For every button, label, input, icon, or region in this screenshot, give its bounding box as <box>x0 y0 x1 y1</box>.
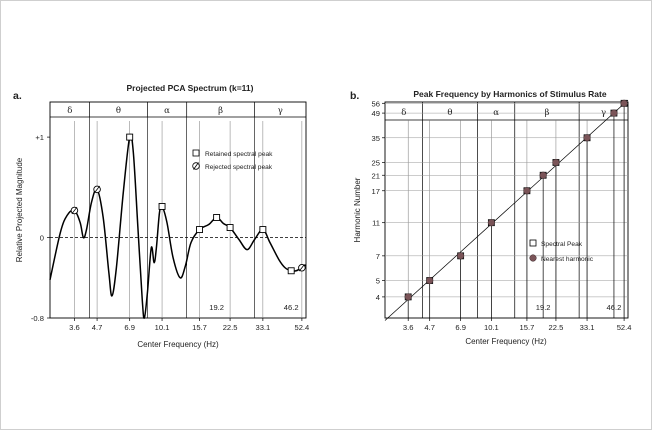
x-tick-label: 15.7 <box>520 323 535 332</box>
annotation-label: 19.2 <box>536 303 551 312</box>
annotation-label: 46.2 <box>284 303 299 312</box>
band-label: θ <box>116 106 121 116</box>
y-tick-label: 25 <box>372 158 380 167</box>
panel-b: b. Peak Frequency by Harmonics of Stimul… <box>350 89 631 346</box>
band-label: β <box>544 108 549 118</box>
x-tick-label: 52.4 <box>617 323 632 332</box>
annotation-label: 19.2 <box>209 303 224 312</box>
band-label: α <box>164 106 170 116</box>
x-tick-label: 6.9 <box>124 323 135 332</box>
legend-retained-marker <box>192 149 200 157</box>
panel-a-peak-markers <box>70 133 306 275</box>
legend-nearest-harmonic-marker <box>529 254 537 262</box>
retained-peak-marker <box>287 267 295 275</box>
x-tick-label: 52.4 <box>294 323 309 332</box>
x-tick-label: 4.7 <box>424 323 435 332</box>
nearest-harmonic-marker <box>539 171 547 179</box>
x-tick-label: 15.7 <box>192 323 207 332</box>
y-tick-label: 0 <box>40 234 44 243</box>
panel-a-y-axis-label: Relative Projected Magnitude <box>15 157 24 262</box>
retained-peak-marker <box>259 226 267 234</box>
y-tick-label: 35 <box>372 134 380 143</box>
x-tick-label: 22.5 <box>549 323 564 332</box>
nearest-harmonic-marker <box>620 99 628 107</box>
y-tick-label: 21 <box>372 171 380 180</box>
panel-a-label: a. <box>13 90 22 102</box>
y-tick-label: 11 <box>372 219 380 228</box>
retained-peak-marker <box>158 202 166 210</box>
y-tick-label: 17 <box>372 187 380 196</box>
panel-a-x-ticks: 3.6 4.7 6.9 10.1 15.7 22.5 33.1 52.4 <box>69 318 309 332</box>
x-tick-label: 6.9 <box>455 323 466 332</box>
x-tick-label: 4.7 <box>92 323 103 332</box>
nearest-harmonic-marker <box>404 293 412 301</box>
annotation-label: 46.2 <box>607 303 622 312</box>
x-tick-label: 22.5 <box>223 323 238 332</box>
y-tick-label: 4 <box>376 293 380 302</box>
band-label: γ <box>278 106 283 116</box>
band-label: β <box>218 106 223 116</box>
panel-a-x-axis-label: Center Frequency (Hz) <box>137 340 219 349</box>
panel-b-y-axis-label: Harmonic Number <box>353 177 362 242</box>
panel-a-annotations: 19.2 46.2 <box>209 303 298 312</box>
x-tick-label: 3.6 <box>69 323 80 332</box>
retained-peak-marker <box>126 133 134 141</box>
legend-spectral-peak-marker <box>529 239 537 247</box>
nearest-harmonic-marker <box>426 276 434 285</box>
retained-peak-marker <box>226 224 234 232</box>
band-label: δ <box>401 108 406 118</box>
y-tick-label: 49 <box>372 109 380 118</box>
band-label: γ <box>601 108 606 118</box>
nearest-harmonic-marker <box>552 158 560 167</box>
band-label: θ <box>447 108 452 118</box>
retained-peak-marker <box>196 226 203 234</box>
nearest-harmonic-marker <box>457 252 465 260</box>
panel-b-label: b. <box>350 90 359 102</box>
panel-b-legend: Spectral Peak Nearest harmonic <box>529 239 594 263</box>
legend-spectral-peak-label: Spectral Peak <box>541 241 583 248</box>
legend-rejected-label: Rejected spectral peak <box>205 164 273 171</box>
x-tick-label: 33.1 <box>255 323 270 332</box>
x-tick-label: 33.1 <box>580 323 595 332</box>
panel-a-spectrum-curve <box>49 133 307 319</box>
panel-b-annotations: 19.2 46.2 <box>536 303 622 312</box>
rejected-peak-slash <box>94 185 100 194</box>
legend-retained-label: Retained spectral peak <box>205 151 273 158</box>
rejected-peak-slash <box>298 264 305 272</box>
y-tick-label: 56 <box>372 99 380 108</box>
y-tick-label: 5 <box>376 277 380 286</box>
panel-b-x-ticks: 3.6 4.7 6.9 10.1 15.7 22.5 33.1 52.4 <box>403 318 632 332</box>
band-label: α <box>493 108 499 118</box>
panel-a-title: Projected PCA Spectrum (k=11) <box>127 83 254 93</box>
panel-b-harmonic-fit-line <box>384 99 629 321</box>
panel-b-x-axis-label: Center Frequency (Hz) <box>465 337 547 346</box>
panel-b-title: Peak Frequency by Harmonics of Stimulus … <box>413 89 606 99</box>
retained-peak-marker <box>213 214 221 221</box>
panel-a-legend: Retained spectral peak Rejected spectral… <box>192 149 273 171</box>
y-tick-label: 7 <box>376 252 380 261</box>
panel-b-plot-frame <box>384 101 629 319</box>
y-tick-label: -0.8 <box>31 314 44 323</box>
panel-a: a. Projected PCA Spectrum (k=11) δ θ α β γ 3… <box>13 83 309 349</box>
panel-b-points <box>404 99 628 318</box>
rejected-peak-slash <box>71 206 78 215</box>
nearest-harmonic-marker <box>523 187 531 195</box>
panel-a-gridlines <box>74 102 303 318</box>
panel-a-y-ticks: +1 0 -0.8 <box>31 133 50 323</box>
band-label: δ <box>67 106 72 116</box>
panel-a-plot-frame <box>49 101 307 319</box>
nearest-harmonic-marker <box>487 219 495 227</box>
x-tick-label: 10.1 <box>484 323 499 332</box>
nearest-harmonic-marker <box>610 109 618 117</box>
legend-rejected-slash <box>193 162 199 170</box>
y-tick-label: +1 <box>35 133 44 142</box>
nearest-harmonic-marker <box>583 134 591 142</box>
x-tick-label: 3.6 <box>403 323 414 332</box>
legend-nearest-harmonic-label: Nearest harmonic <box>541 256 594 263</box>
x-tick-label: 10.1 <box>155 323 170 332</box>
